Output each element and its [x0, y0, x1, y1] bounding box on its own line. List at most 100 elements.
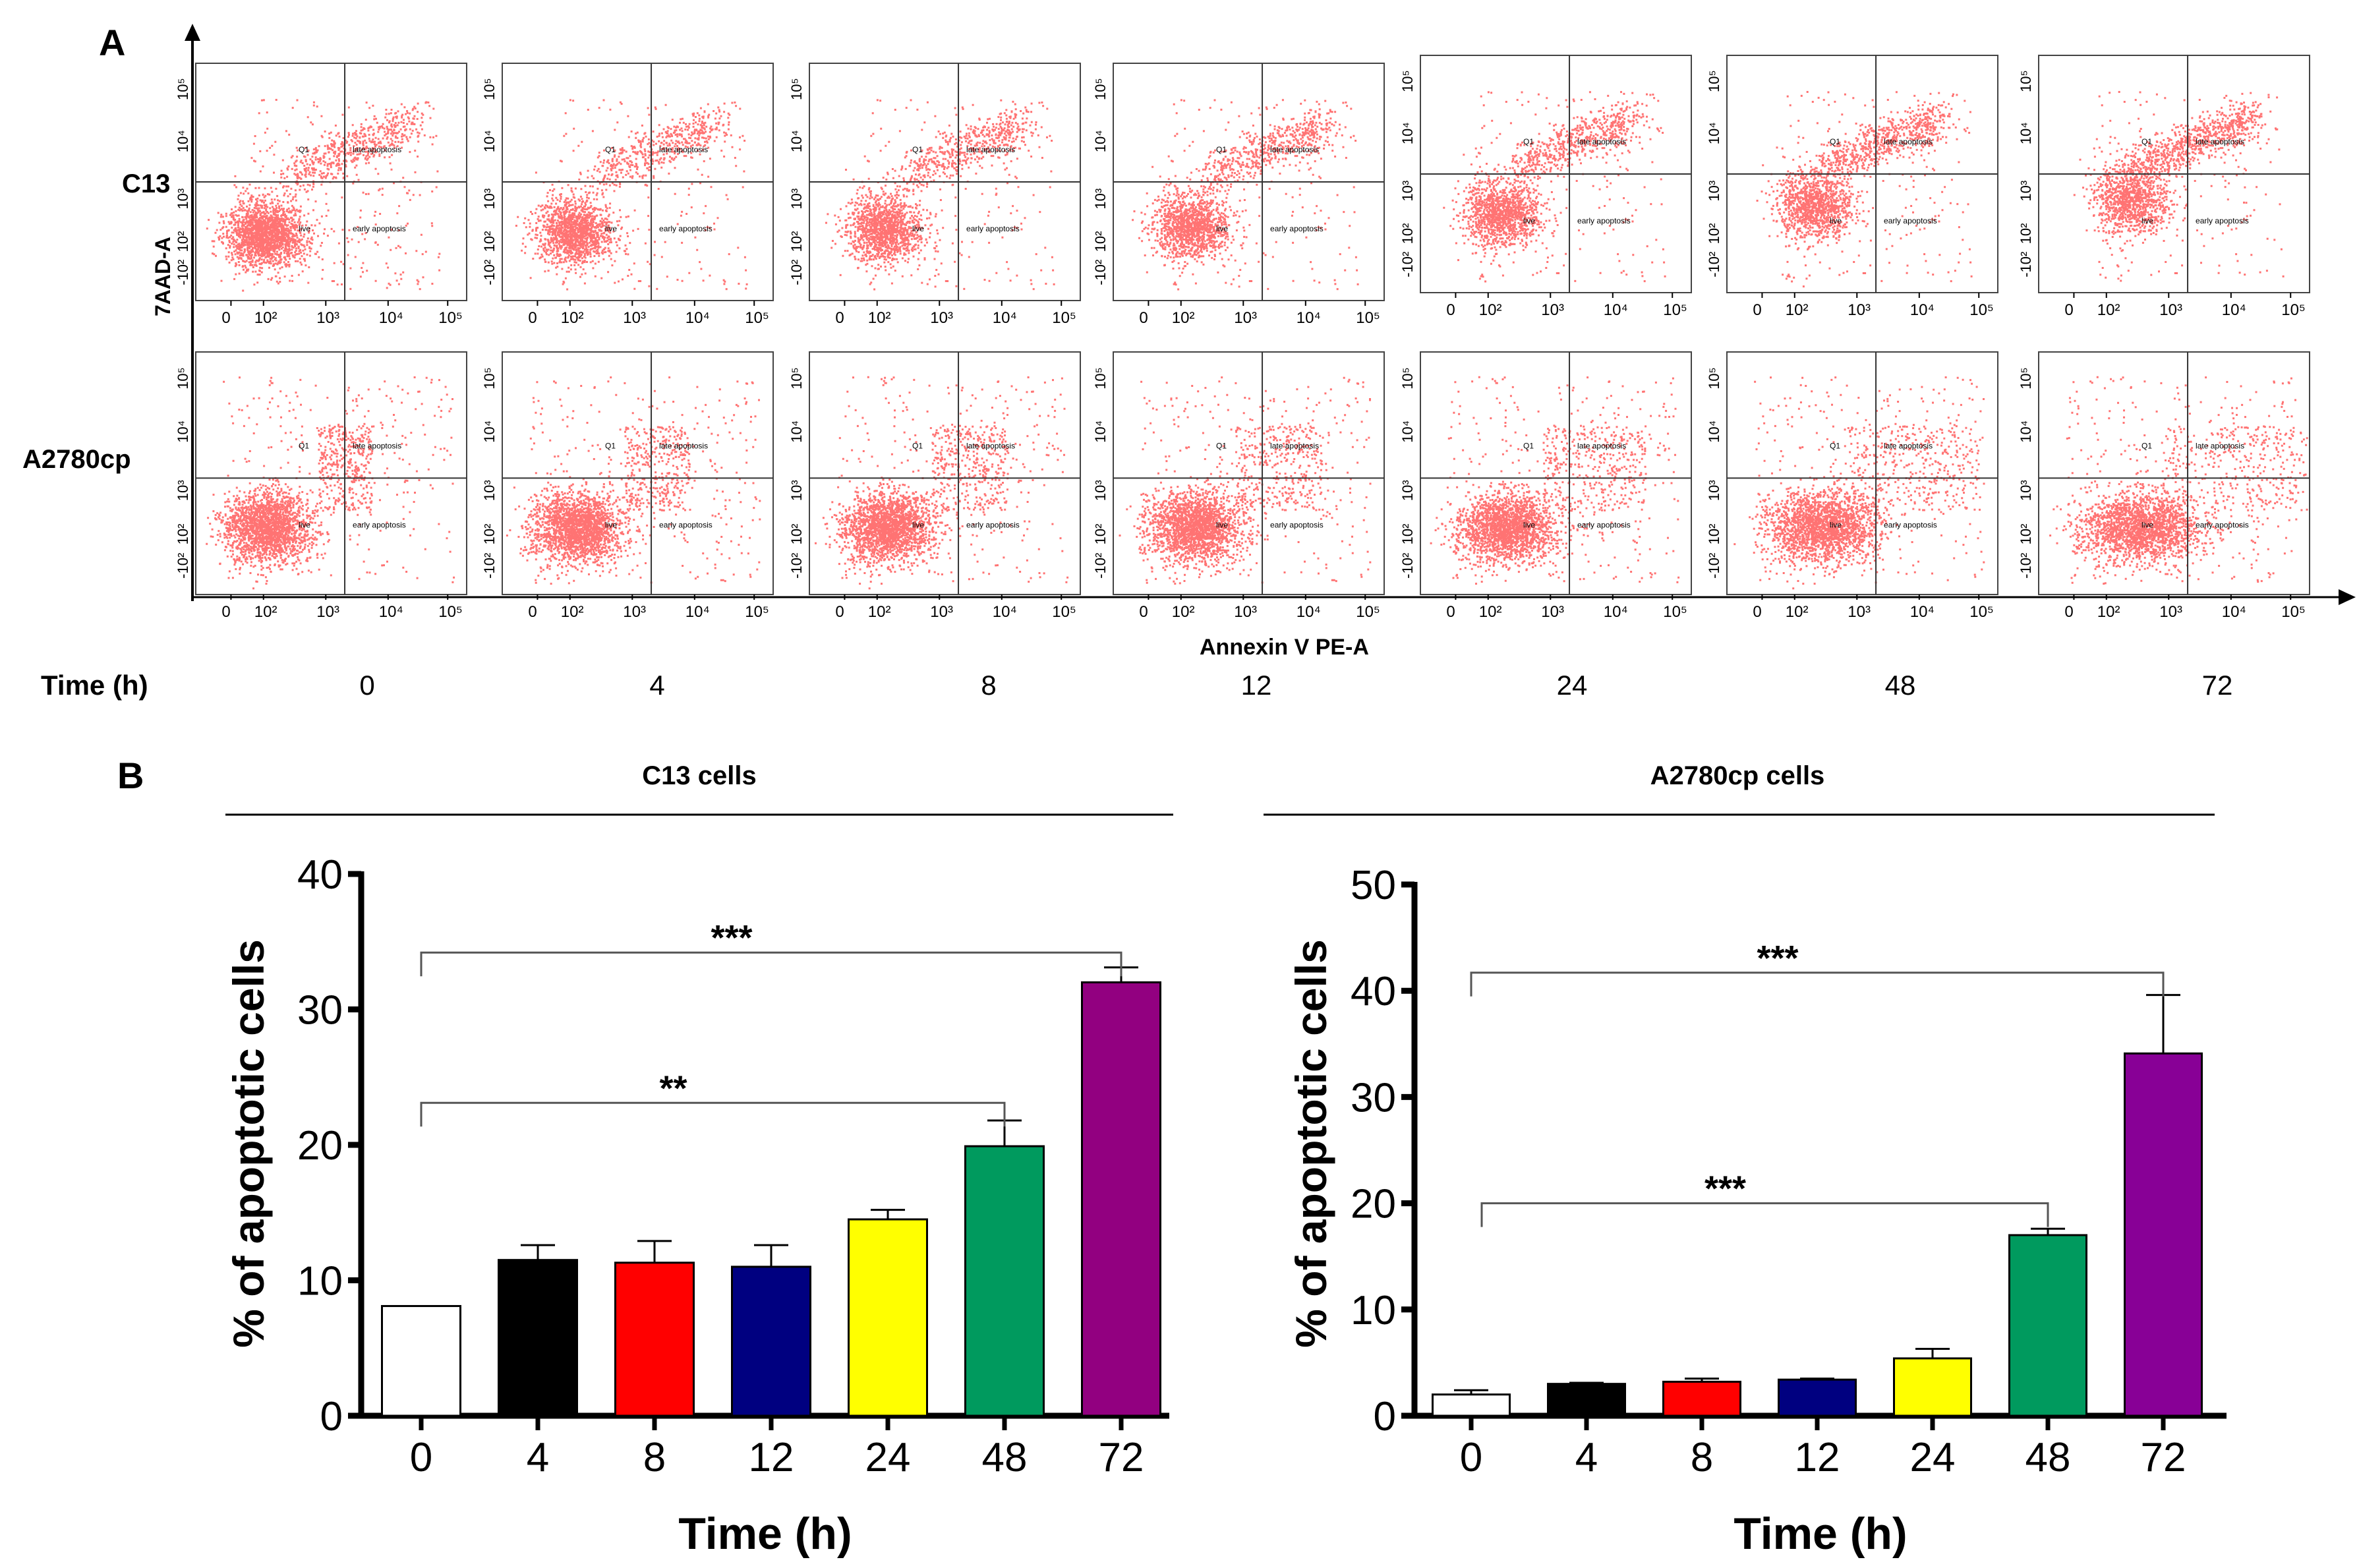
x-tick-label: 10⁴ — [993, 309, 1017, 327]
y-tick-label: 50 — [1351, 863, 1396, 908]
quadrant-label-live: live — [912, 520, 924, 529]
y-tick-label: -10² — [788, 553, 805, 579]
y-tick-label: 10² — [175, 231, 191, 252]
flow-plots: Q1 late apoptosis live early apoptosis 0 10² 1… — [175, 55, 2310, 621]
y-tick-label: -10² — [2018, 252, 2034, 277]
y-tick-label: 10⁵ — [1399, 367, 1416, 390]
y-tick-label: -10² — [175, 260, 191, 285]
y-tick-label: 10⁵ — [788, 78, 805, 100]
bar-48h — [2008, 1234, 2087, 1417]
y-tick-label: -10² — [481, 260, 498, 285]
x-tick-label: 48 — [982, 1435, 1028, 1480]
x-tick-label: 10⁵ — [438, 309, 463, 327]
event-dots — [1119, 376, 1372, 585]
quadrant-label-late: late apoptosis — [353, 441, 401, 450]
quadrant-label-q1: Q1 — [1216, 441, 1227, 450]
x-tick-label: 10² — [1172, 309, 1195, 327]
bar-8h — [614, 1262, 695, 1417]
x-tick-label: 10² — [2097, 603, 2120, 621]
quadrant-label-early: early apoptosis — [1270, 224, 1324, 233]
x-tick-label: 48 — [2025, 1435, 2071, 1480]
quadrant-label-early: early apoptosis — [966, 520, 1020, 529]
significance-bracket — [1470, 972, 2165, 997]
chart-title: A2780cp cells — [1650, 761, 1825, 790]
bar-72h — [1081, 981, 1161, 1417]
event-dots — [206, 99, 441, 292]
significance-bracket — [420, 1101, 1006, 1127]
y-tick-label: 10⁴ — [1399, 421, 1416, 443]
x-tick-label: 10² — [1479, 301, 1502, 319]
x-tick-label: 10² — [1786, 301, 1809, 319]
y-tick-label: 10² — [2018, 223, 2034, 245]
x-tick-label: 10⁴ — [1604, 301, 1628, 319]
x-tick-label: 72 — [1099, 1435, 1144, 1480]
y-tick-label: 40 — [1351, 969, 1396, 1014]
x-tick-label: 0 — [1139, 603, 1148, 621]
y-tick-label: 10² — [1092, 524, 1109, 545]
quadrant-label-early: early apoptosis — [659, 224, 713, 233]
quadrant-label-q1: Q1 — [299, 441, 309, 450]
time-point-4: 4 — [649, 670, 664, 701]
y-tick-label: 10³ — [481, 189, 498, 210]
x-tick-label: 10³ — [1848, 603, 1871, 621]
event-dots — [206, 376, 455, 590]
row-label-a2780cp: A2780cp — [22, 445, 131, 474]
x-tick-label: 10³ — [623, 603, 646, 621]
flow-y-axis-label: 7AAD-A — [151, 237, 175, 316]
y-tick-label: 10⁴ — [1092, 421, 1109, 443]
quadrant-label-live: live — [1523, 216, 1535, 225]
x-tick-label: 10² — [1172, 603, 1195, 621]
flow-plot-a2780cp-72h: Q1 late apoptosis live early apoptosis 0 10² 1… — [2018, 351, 2310, 621]
x-tick-label: 10³ — [1848, 301, 1871, 319]
x-tick-label: 8 — [643, 1435, 666, 1480]
quadrant-label-early: early apoptosis — [1884, 520, 1937, 529]
x-tick-label: 24 — [1910, 1435, 1956, 1480]
x-tick-label: 12 — [749, 1435, 794, 1480]
x-tick-label: 0 — [1446, 301, 1455, 319]
x-tick-label: 10³ — [1541, 301, 1564, 319]
x-tick-label: 10² — [868, 603, 891, 621]
row-label-c13: C13 — [122, 169, 170, 198]
x-tick-label: 10³ — [623, 309, 646, 327]
x-tick-label: 0 — [528, 603, 537, 621]
quadrant-label-early: early apoptosis — [353, 224, 406, 233]
y-tick-label: 10³ — [2018, 181, 2034, 202]
bar-12h — [1778, 1378, 1857, 1417]
quadrant-label-q1: Q1 — [912, 145, 923, 154]
quadrant-label-live: live — [2141, 520, 2153, 529]
y-tick-label: 10³ — [1706, 480, 1722, 501]
x-tick-label: 10² — [561, 603, 584, 621]
quadrant-label-early: early apoptosis — [1884, 216, 1937, 225]
quadrant-label-early: early apoptosis — [1270, 520, 1324, 529]
y-tick-label: -10² — [1092, 260, 1109, 285]
time-label: Time (h) — [41, 670, 148, 701]
plot-frame — [1420, 351, 1692, 595]
y-tick-label: -10² — [788, 260, 805, 285]
bar-72h — [2124, 1052, 2203, 1417]
y-tick-label: 10⁴ — [1092, 130, 1109, 152]
x-tick-label: 8 — [1691, 1435, 1713, 1480]
y-axis-label: % of apoptotic cells — [224, 939, 273, 1348]
event-dots — [1733, 376, 1985, 590]
y-tick-label: 10⁵ — [481, 367, 498, 390]
time-point-0: 0 — [359, 670, 374, 701]
event-dots — [1443, 91, 1666, 283]
significance-bracket — [420, 951, 1122, 977]
x-tick-label: 10⁵ — [1969, 301, 1994, 319]
y-tick-label: 10⁵ — [481, 78, 498, 100]
x-tick-label: 10² — [254, 603, 277, 621]
y-tick-label: 30 — [1351, 1075, 1396, 1120]
plot-frame — [195, 351, 467, 595]
x-tick-label: 10² — [254, 309, 277, 327]
x-tick-label: 0 — [835, 603, 844, 621]
y-tick-label: 10⁴ — [175, 130, 191, 152]
y-tick-label: 10⁴ — [175, 421, 191, 443]
flow-plot-c13-72h: Q1 late apoptosis live early apoptosis 0 10² 1… — [2018, 55, 2310, 319]
y-tick-label: 10⁵ — [1092, 367, 1109, 390]
x-tick-label: 10⁴ — [685, 603, 710, 621]
x-axis-label: Time (h) — [678, 1509, 852, 1559]
y-tick-label: 10² — [2018, 524, 2034, 545]
y-tick-label: 10³ — [788, 480, 805, 501]
y-tick-label: 10³ — [1399, 181, 1416, 202]
